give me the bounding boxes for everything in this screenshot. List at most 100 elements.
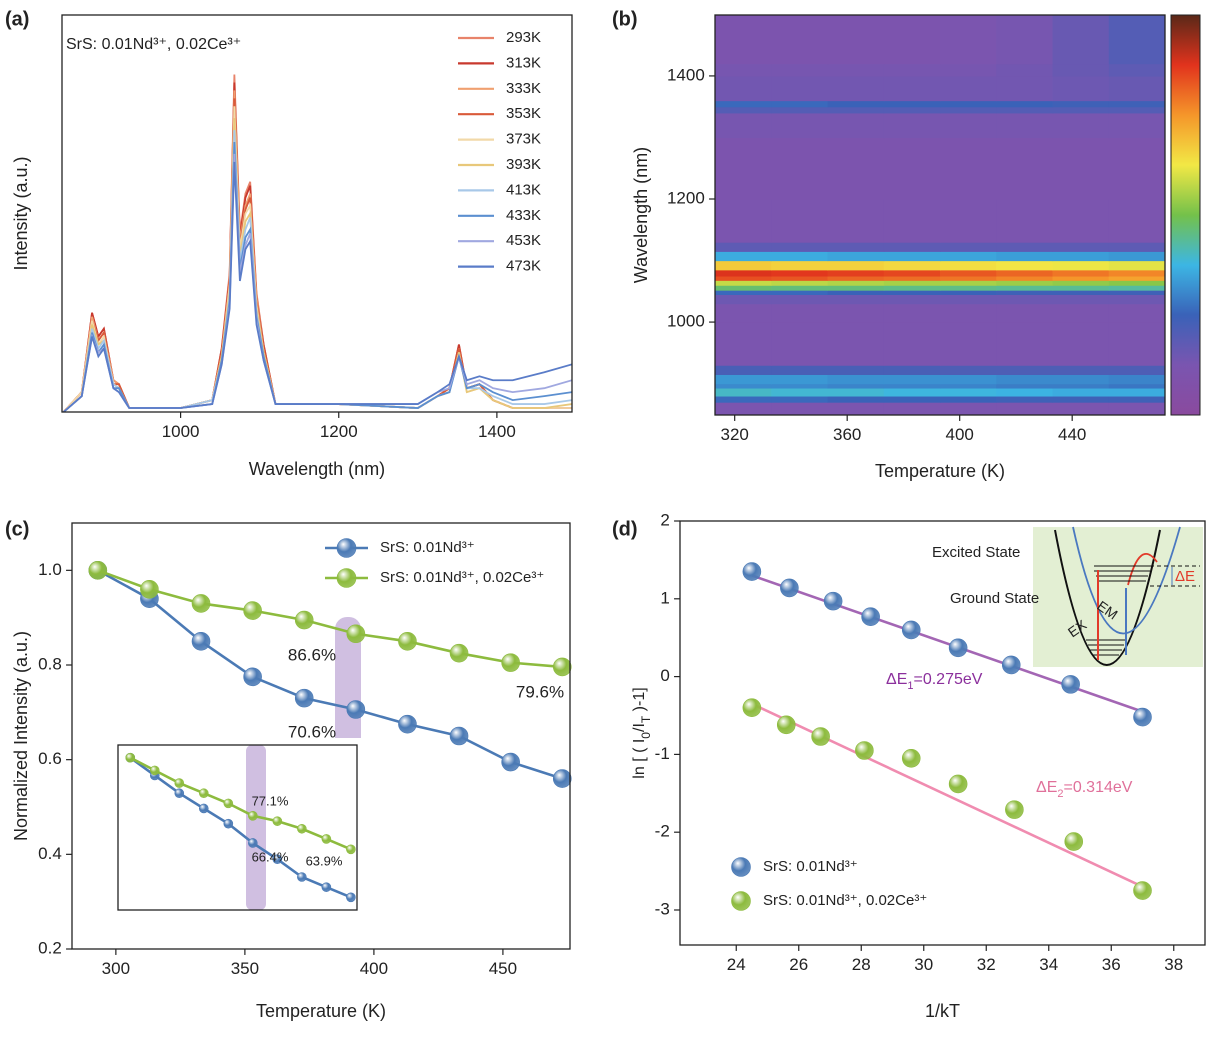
heatmap-cell: [771, 15, 829, 65]
heatmap-cell: [827, 137, 885, 200]
data-point: [742, 698, 762, 718]
heatmap-cell: [996, 15, 1054, 65]
data-point: [243, 667, 262, 687]
plot-frame: [117, 744, 358, 911]
heatmap-cell: [1052, 395, 1110, 403]
data-point: [191, 594, 211, 613]
heatmap-cell: [940, 303, 997, 323]
crossing-curve: [1127, 553, 1158, 586]
annotation: 79.6%: [516, 682, 564, 701]
heatmap-cell: [771, 402, 829, 415]
heatmap-cell: [715, 395, 772, 403]
heatmap-cell: [1052, 63, 1110, 77]
heatmap-cell: [771, 100, 829, 108]
data-point: [346, 700, 366, 719]
heatmap-cell: [940, 112, 997, 139]
heatmap-cell: [1108, 374, 1165, 385]
heatmap-cell: [771, 294, 829, 305]
heatmap-cell: [883, 75, 941, 102]
data-point: [398, 632, 417, 651]
heatmap-cell: [1108, 112, 1165, 139]
x-tick-label: 350: [231, 959, 259, 978]
x-tick-label: 28: [852, 955, 871, 974]
heatmap-cell: [996, 275, 1054, 281]
heatmap-cell: [715, 137, 772, 200]
annotation-part: =0.275eV: [913, 671, 982, 688]
heatmap-cell: [1052, 374, 1110, 385]
data-point: [248, 811, 258, 821]
heatmap-cell: [1052, 285, 1110, 291]
legend-label: SrS: 0.01Nd³⁺: [763, 858, 858, 875]
heatmap-cell: [715, 365, 772, 375]
heatmap-cell: [715, 294, 772, 305]
heatmap-cell: [771, 322, 829, 366]
x-tick-label: 30: [914, 955, 933, 974]
data-point: [88, 561, 108, 580]
heatmap-cell: [827, 402, 885, 415]
diagram-label: ΔE: [1175, 568, 1195, 585]
heatmap-cell: [827, 242, 885, 252]
annotation: 66.4%: [252, 849, 289, 864]
heatmap-cell: [771, 395, 829, 403]
heatmap-cell: [996, 387, 1054, 397]
heatmap-cell: [883, 383, 941, 389]
y-tick-label: -2: [655, 822, 670, 841]
excited-parabola: [1072, 526, 1181, 635]
data-point: [248, 838, 258, 848]
heatmap-cell: [771, 365, 829, 375]
data-point: [948, 774, 968, 794]
y-tick-label: 1400: [667, 65, 705, 84]
data-point: [174, 778, 185, 788]
data-point: [1064, 832, 1084, 851]
heatmap-cell: [771, 112, 829, 139]
data-point: [501, 752, 520, 772]
heatmap-cell: [1052, 137, 1110, 200]
heatmap-cell: [996, 383, 1054, 389]
legend-marker: [731, 891, 751, 911]
heatmap-cell: [715, 100, 772, 108]
series-line: [62, 74, 572, 412]
heatmap-cell: [715, 402, 772, 415]
plot-frame: [714, 14, 1166, 416]
y-label-part: /I: [631, 723, 648, 732]
heatmap-cell: [1108, 106, 1165, 114]
data-point: [1133, 707, 1152, 727]
heatmap-cell: [940, 100, 997, 108]
heatmap-cell: [940, 322, 997, 366]
x-tick-label: 400: [946, 425, 974, 444]
x-tick-label: 450: [489, 959, 517, 978]
heatmap-cell: [1108, 365, 1165, 375]
heatmap-cell: [883, 100, 941, 108]
y-tick-label: 2: [660, 510, 669, 529]
x-tick-label: 38: [1164, 955, 1183, 974]
heatmap-cell: [883, 137, 941, 200]
data-point: [552, 769, 572, 788]
legend-marker: [731, 857, 751, 877]
x-tick-label: 34: [1039, 955, 1058, 974]
series-line: [62, 153, 572, 412]
heatmap-cell: [996, 285, 1054, 291]
panel-label: (a): [5, 8, 29, 30]
annotation-part: =0.314eV: [1063, 779, 1132, 796]
data-point: [552, 657, 572, 677]
y-tick-label: 1200: [667, 188, 705, 207]
heatmap-cell: [715, 383, 772, 389]
heatmap-cell: [996, 365, 1054, 375]
x-tick-label: 26: [789, 955, 808, 974]
heatmap-cell: [883, 280, 941, 286]
fit-annotation: ΔE1=0.275eV: [886, 671, 983, 692]
y-axis-label: Normalized Intensity (a.u.): [11, 631, 31, 841]
data-point: [272, 816, 283, 826]
heatmap-cell: [715, 251, 772, 262]
heatmap-cell: [827, 100, 885, 108]
data-point: [198, 803, 209, 814]
y-tick-label: -3: [655, 899, 670, 918]
heatmap-cell: [883, 322, 941, 366]
heatmap-cell: [715, 374, 772, 385]
data-point: [742, 562, 762, 581]
heatmap-cell: [1108, 402, 1165, 415]
series-line: [62, 82, 572, 412]
heatmap-cell: [715, 303, 772, 323]
heatmap-cell: [715, 112, 772, 139]
series-line: [62, 90, 572, 412]
